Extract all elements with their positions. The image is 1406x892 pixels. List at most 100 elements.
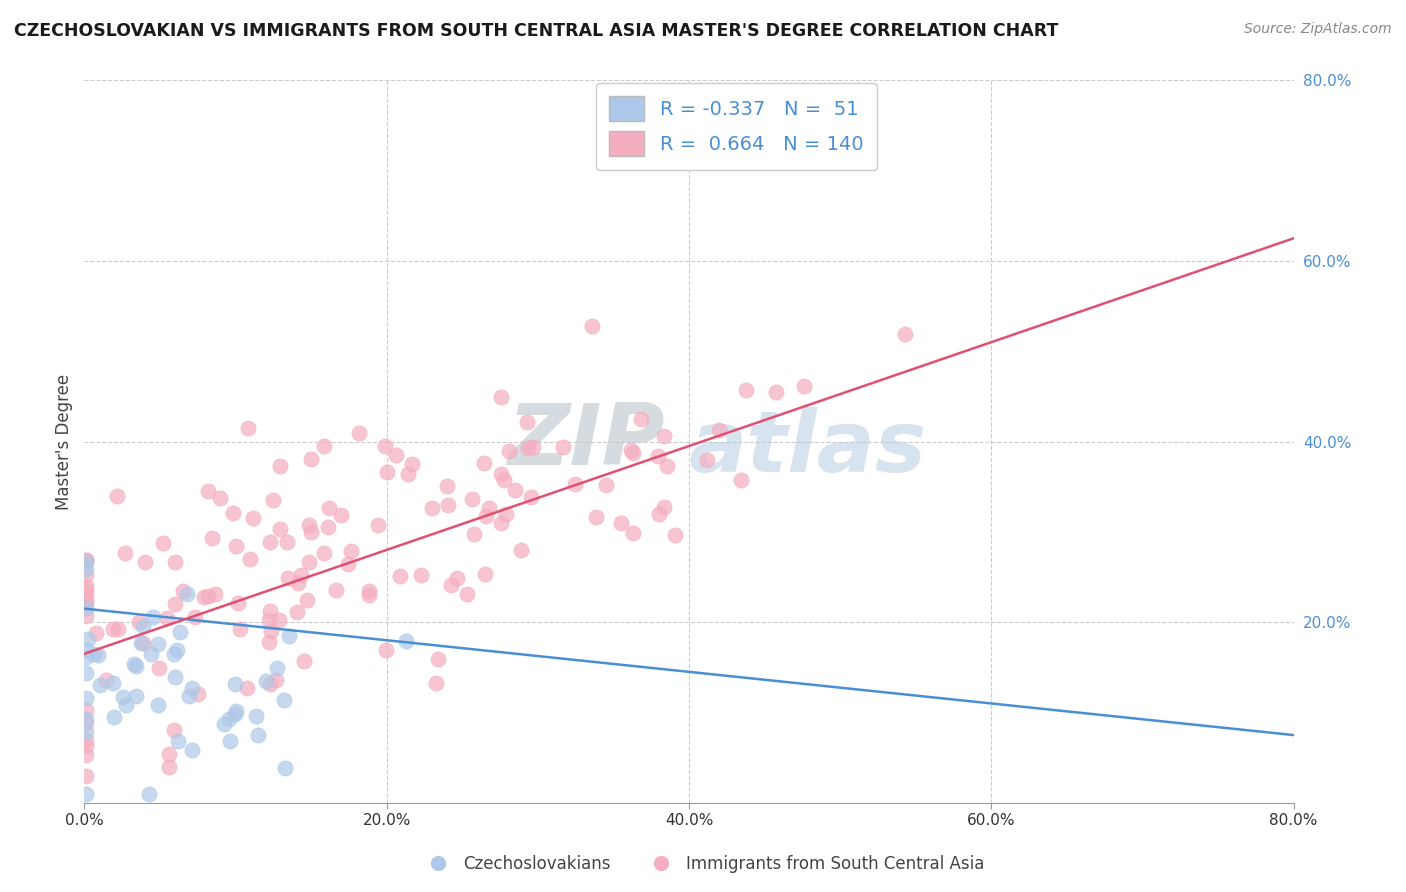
Point <box>228 595 250 609</box>
Point <box>180 681 202 695</box>
Point <box>75 665 97 680</box>
Point <box>75 552 97 566</box>
Point <box>184 610 207 624</box>
Point <box>259 676 281 690</box>
Point <box>456 586 478 600</box>
Point <box>273 761 295 775</box>
Point <box>131 635 153 649</box>
Point <box>152 536 174 550</box>
Point <box>75 769 97 783</box>
Point <box>894 326 917 341</box>
Point <box>259 604 281 618</box>
Point <box>187 687 209 701</box>
Point <box>114 698 136 712</box>
Point <box>105 489 128 503</box>
Point <box>112 690 135 704</box>
Point <box>224 677 246 691</box>
Point <box>336 557 359 571</box>
Point <box>426 652 449 666</box>
Point <box>654 429 676 443</box>
Point <box>269 459 291 474</box>
Point <box>159 747 181 761</box>
Point <box>162 723 184 737</box>
Point <box>267 613 290 627</box>
Point <box>131 636 153 650</box>
Point <box>75 712 97 726</box>
Point <box>165 597 187 611</box>
Point <box>89 678 111 692</box>
Point <box>124 657 146 672</box>
Point <box>162 648 184 662</box>
Point <box>489 390 512 404</box>
Point <box>225 704 247 718</box>
Point <box>765 384 787 399</box>
Point <box>75 739 97 753</box>
Point <box>132 618 155 632</box>
Point <box>503 483 526 497</box>
Point <box>201 531 224 545</box>
Point <box>734 383 756 397</box>
Point <box>375 465 398 479</box>
Point <box>242 511 264 525</box>
Point <box>169 624 191 639</box>
Point <box>75 553 97 567</box>
Point <box>290 568 312 582</box>
Point <box>246 728 269 742</box>
Point <box>491 516 513 530</box>
Point <box>492 473 515 487</box>
Point <box>551 440 574 454</box>
Point <box>75 582 97 597</box>
Point <box>367 517 389 532</box>
Point <box>621 525 644 540</box>
Point <box>218 712 240 726</box>
Point <box>254 673 277 688</box>
Point <box>474 509 496 524</box>
Point <box>709 424 731 438</box>
Point <box>177 689 200 703</box>
Point <box>218 734 240 748</box>
Point <box>522 440 544 454</box>
Point <box>446 571 468 585</box>
Point <box>298 518 321 533</box>
Point <box>75 600 97 615</box>
Point <box>630 412 652 426</box>
Point <box>193 590 215 604</box>
Point <box>520 490 543 504</box>
Point <box>75 690 97 705</box>
Point <box>793 379 815 393</box>
Point <box>148 661 170 675</box>
Point <box>374 439 396 453</box>
Text: ZIP: ZIP <box>508 400 665 483</box>
Point <box>157 760 180 774</box>
Point <box>463 527 485 541</box>
Point <box>75 748 97 763</box>
Text: CZECHOSLOVAKIAN VS IMMIGRANTS FROM SOUTH CENTRAL ASIA MASTER'S DEGREE CORRELATIO: CZECHOSLOVAKIAN VS IMMIGRANTS FROM SOUTH… <box>14 22 1059 40</box>
Point <box>648 507 671 521</box>
Point <box>125 690 148 704</box>
Point <box>197 484 219 499</box>
Point <box>295 592 318 607</box>
Point <box>103 710 125 724</box>
Point <box>516 415 538 429</box>
Point <box>197 590 219 604</box>
Point <box>359 584 381 599</box>
Point <box>318 500 340 515</box>
Point <box>83 647 105 661</box>
Text: atlas: atlas <box>689 408 927 491</box>
Point <box>436 479 458 493</box>
Point <box>425 676 447 690</box>
Point <box>125 659 148 673</box>
Point <box>75 703 97 717</box>
Point <box>287 575 309 590</box>
Point <box>395 634 418 648</box>
Point <box>292 654 315 668</box>
Point <box>75 724 97 739</box>
Point <box>696 453 718 467</box>
Point <box>75 787 97 801</box>
Point <box>239 551 262 566</box>
Point <box>156 610 179 624</box>
Point <box>472 456 495 470</box>
Point <box>312 439 335 453</box>
Point <box>101 675 124 690</box>
Point <box>340 543 363 558</box>
